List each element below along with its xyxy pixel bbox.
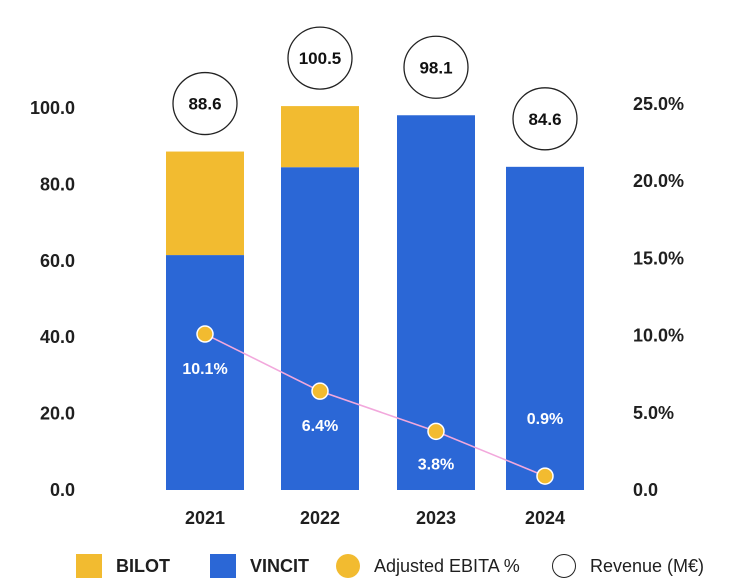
legend-label-bilot: BILOT <box>116 555 170 576</box>
y-left-tick-label: 100.0 <box>30 98 75 118</box>
x-tick-label: 2021 <box>185 508 225 528</box>
x-tick-label: 2024 <box>525 508 565 528</box>
ebita-label: 0.9% <box>527 411 563 428</box>
y-right-tick-label: 0.0 <box>633 480 658 500</box>
ebita-label: 10.1% <box>182 361 227 378</box>
ebita-line <box>204 333 546 477</box>
y-left-tick-label: 0.0 <box>50 480 75 500</box>
revenue-total-bubble <box>403 35 469 99</box>
legend-label-ebita: Adjusted EBITA % <box>374 555 520 576</box>
y-right-tick-label: 10.0% <box>633 326 684 346</box>
revenue-total-label: 100.5 <box>299 49 342 68</box>
revenue-total-bubble <box>172 71 238 136</box>
legend-item-vincit: VINCIT <box>210 548 309 584</box>
y-right-tick-label: 20.0% <box>633 171 684 191</box>
bar-vincit-2022 <box>281 167 359 490</box>
legend-item-revenue: Revenue (M€) <box>552 548 704 584</box>
bar-bilot-2022 <box>281 106 359 168</box>
bar-bilot-2021 <box>166 151 244 256</box>
legend-swatch-revenue-circle <box>552 554 576 578</box>
y-left-tick-label: 60.0 <box>40 251 75 271</box>
y-left-tick-label: 20.0 <box>40 404 75 424</box>
y-left-tick-label: 40.0 <box>40 327 75 347</box>
bar-vincit-2024 <box>506 166 584 490</box>
legend-swatch-bilot <box>76 554 102 578</box>
x-tick-label: 2023 <box>416 508 456 528</box>
legend-swatch-vincit <box>210 554 236 578</box>
ebita-label: 3.8% <box>418 456 454 473</box>
legend: BILOT VINCIT Adjusted EBITA % Revenue (M… <box>0 548 732 584</box>
revenue-total-label: 84.6 <box>528 110 561 129</box>
revenue-ebita-chart: 0.0 20.0 40.0 60.0 80.0 100.0 0.0 5.0% 10.0% 15.0… <box>30 26 684 528</box>
revenue-total-bubble <box>287 26 353 90</box>
legend-label-vincit: VINCIT <box>250 555 310 576</box>
ebita-label: 6.4% <box>302 418 338 435</box>
y-left-tick-label: 80.0 <box>40 174 75 194</box>
ebita-point <box>311 382 329 400</box>
revenue-total-label: 98.1 <box>419 58 452 77</box>
legend-label-revenue: Revenue (M€) <box>590 555 705 576</box>
revenue-total-bubble <box>512 87 578 151</box>
x-tick-label: 2022 <box>300 508 340 528</box>
ebita-point <box>536 467 554 485</box>
y-right-tick-label: 15.0% <box>633 248 684 268</box>
legend-item-bilot: BILOT <box>76 548 170 584</box>
ebita-point <box>196 325 214 343</box>
legend-swatch-ebita-dot <box>336 554 360 578</box>
y-right-tick-label: 25.0% <box>633 94 684 114</box>
y-right-tick-label: 5.0% <box>633 403 674 423</box>
ebita-point <box>427 422 445 441</box>
bar-vincit-2021 <box>166 255 244 490</box>
revenue-total-label: 88.6 <box>188 95 221 114</box>
legend-item-ebita: Adjusted EBITA % <box>336 548 520 584</box>
